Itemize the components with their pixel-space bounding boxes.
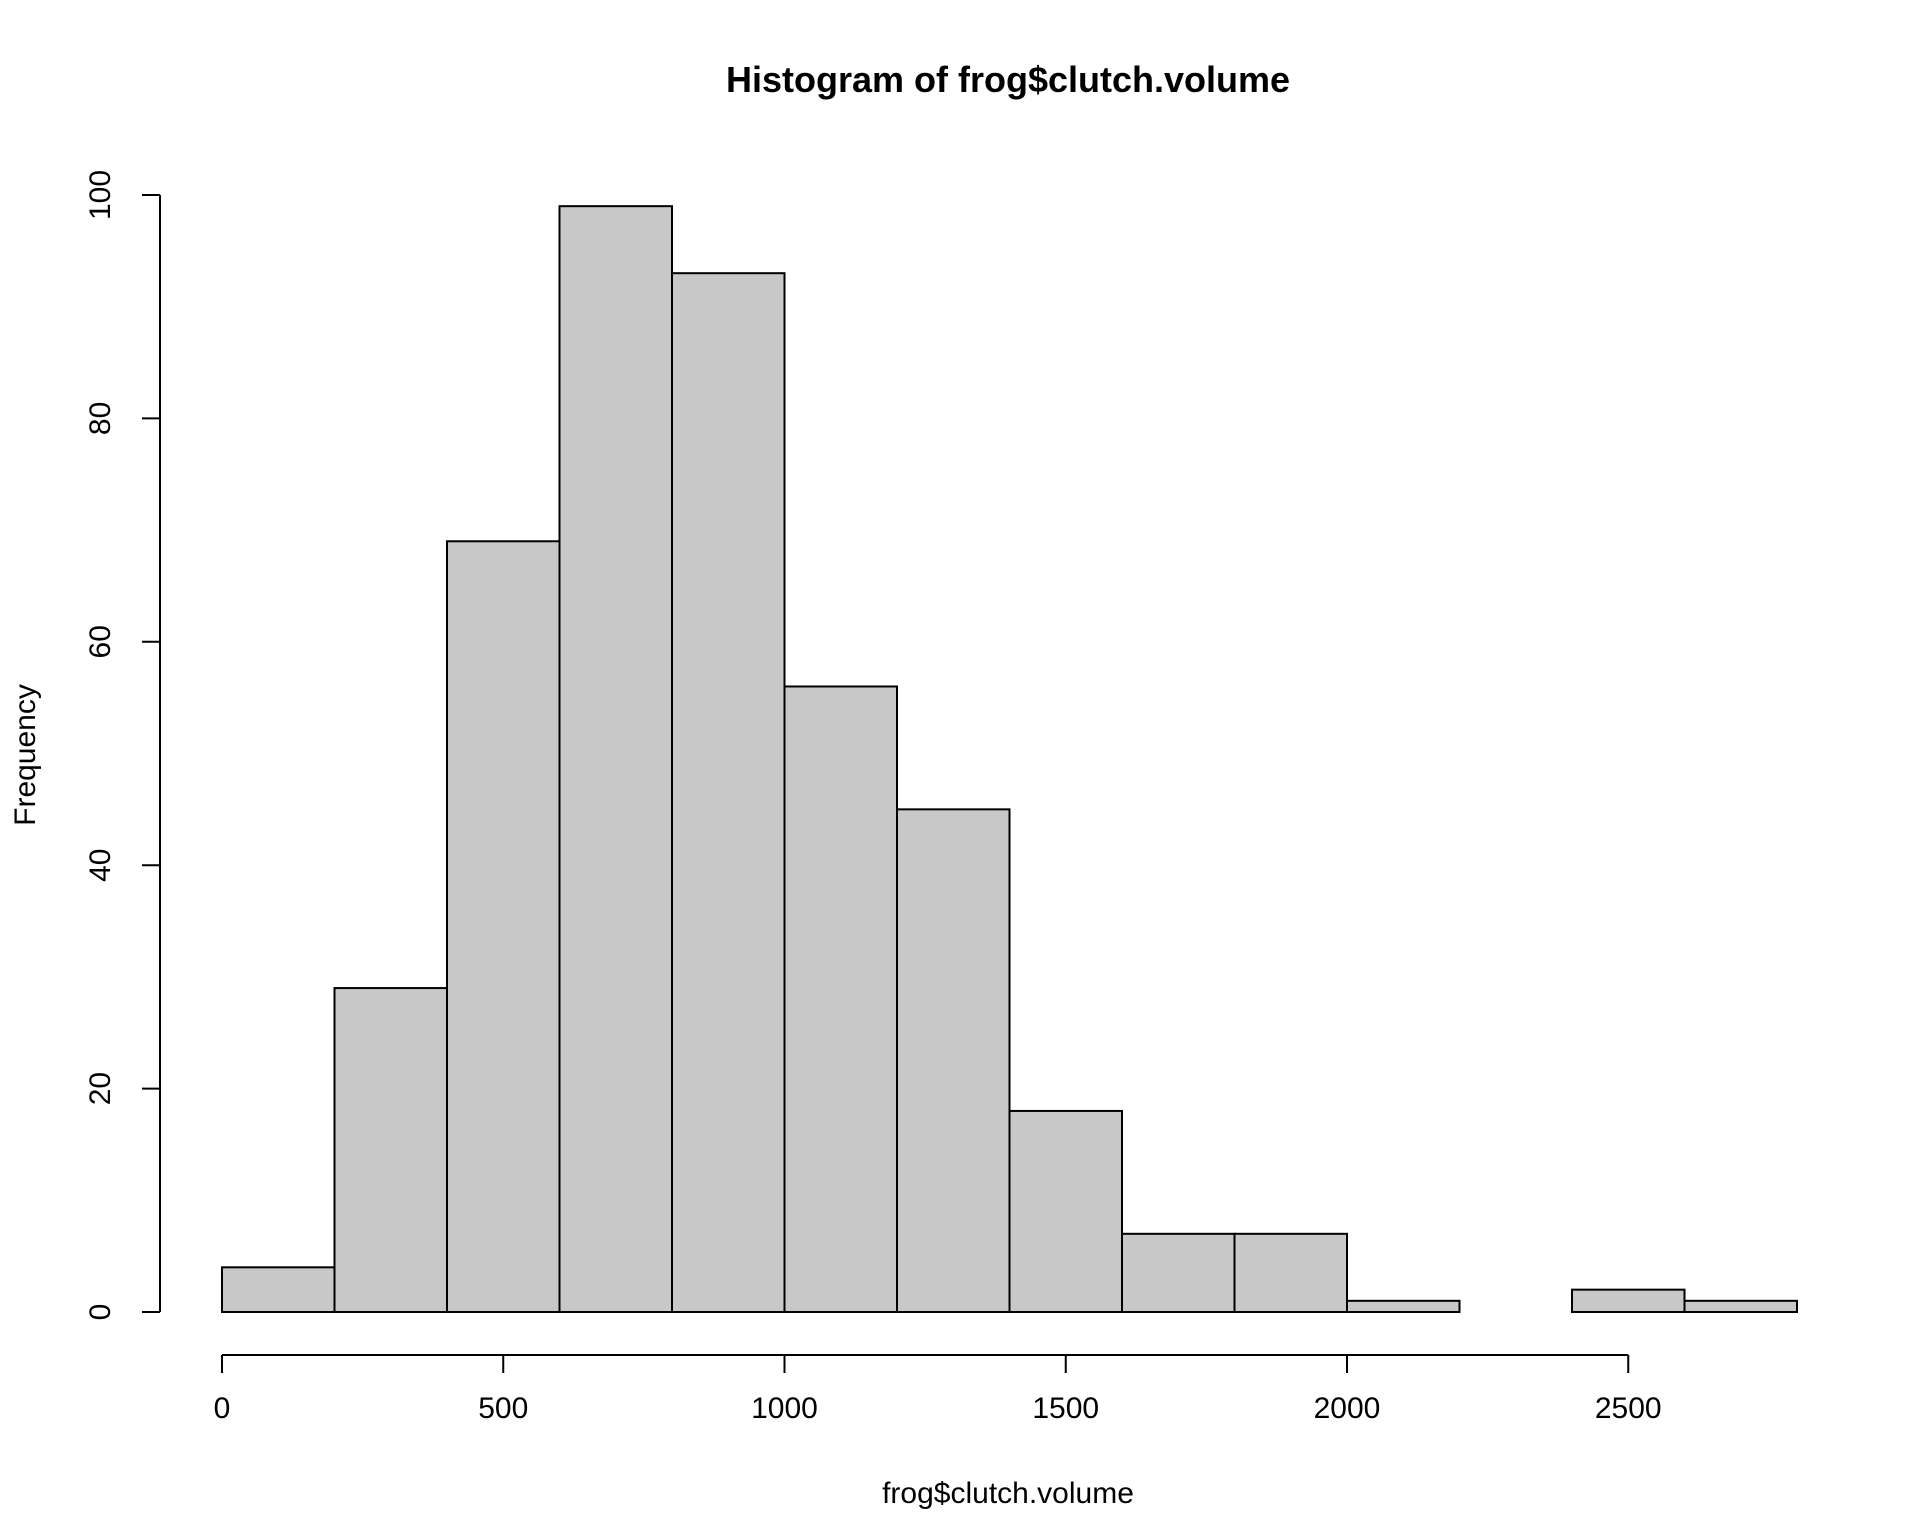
x-axis-label: frog$clutch.volume — [882, 1477, 1134, 1510]
histogram-bar — [558, 205, 673, 1313]
histogram-bar — [783, 685, 898, 1313]
x-tick-label: 2500 — [1595, 1392, 1662, 1425]
y-tick-label: 100 — [84, 170, 117, 220]
y-tick-label: 0 — [84, 1304, 117, 1321]
y-axis: 0 20 40 60 80 100 — [84, 170, 161, 1321]
histogram-bar — [1233, 1232, 1348, 1314]
y-tick-label: 60 — [84, 625, 117, 658]
histogram-bar — [333, 987, 448, 1313]
x-tick-label: 2000 — [1314, 1392, 1381, 1425]
histogram-bar — [446, 540, 561, 1313]
x-axis: 0 500 1000 1500 2000 2500 — [214, 1354, 1662, 1425]
x-tick-label: 1000 — [751, 1392, 818, 1425]
chart-title: Histogram of frog$clutch.volume — [726, 59, 1290, 100]
y-tick-label: 80 — [84, 402, 117, 435]
x-tick-label: 1500 — [1032, 1392, 1099, 1425]
y-tick-label: 40 — [84, 849, 117, 882]
y-tick-label: 20 — [84, 1072, 117, 1105]
histogram-bar — [1683, 1299, 1798, 1313]
x-tick-label: 500 — [478, 1392, 528, 1425]
x-tick-label: 0 — [214, 1392, 231, 1425]
y-axis-label: Frequency — [9, 684, 42, 826]
histogram-bar — [1346, 1299, 1461, 1313]
bars-group — [221, 205, 1798, 1314]
histogram-bar — [1121, 1232, 1236, 1314]
histogram-bar — [221, 1266, 336, 1313]
histogram-bar — [896, 808, 1011, 1313]
histogram-bar — [671, 272, 786, 1314]
histogram-bar — [1571, 1288, 1686, 1314]
histogram-bar — [1008, 1109, 1123, 1313]
